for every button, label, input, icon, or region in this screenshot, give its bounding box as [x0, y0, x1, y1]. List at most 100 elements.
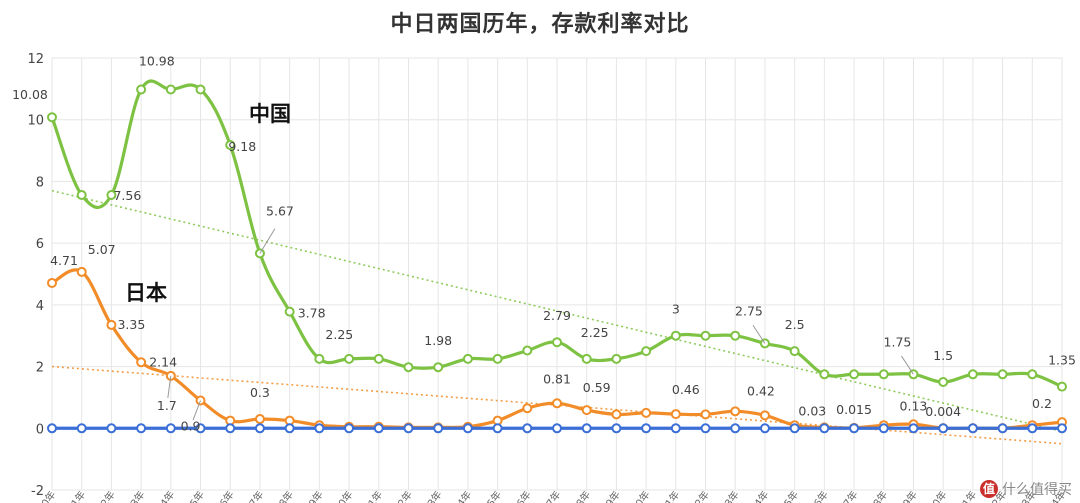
y-tick-label: 12 — [27, 52, 44, 67]
y-tick-label: 4 — [36, 299, 44, 314]
data-point — [700, 423, 711, 434]
data-point — [1057, 423, 1067, 434]
label-leader — [167, 375, 172, 398]
data-point — [106, 190, 117, 201]
data-point — [789, 423, 800, 434]
data-label: 7.56 — [113, 188, 141, 203]
data-point — [284, 423, 295, 434]
data-point — [492, 423, 503, 434]
data-label: 0.015 — [836, 402, 872, 417]
data-label: 3 — [672, 302, 680, 317]
data-point — [373, 353, 384, 364]
data-point — [849, 423, 860, 434]
data-point — [195, 84, 206, 95]
chart-title: 中日两国历年，存款利率对比 — [390, 12, 690, 37]
data-point — [344, 353, 355, 364]
watermark: 值什么值得买 — [980, 479, 1072, 499]
data-point — [759, 410, 770, 421]
watermark-logo-icon: 值 — [980, 480, 998, 498]
data-label: 9.18 — [228, 139, 256, 154]
data-point — [165, 423, 176, 434]
data-label: 5.07 — [88, 242, 116, 257]
data-label: 0.13 — [900, 398, 928, 413]
data-point — [581, 405, 592, 416]
data-point — [462, 423, 473, 434]
label-leader — [259, 228, 276, 254]
data-labels: 10.08 7.56 10.98 9.18 5.67 3.78 2.25 1.98 2.79 2.… — [12, 53, 1076, 433]
y-tick-label: -2 — [31, 484, 44, 499]
data-point — [225, 140, 236, 151]
data-point — [433, 362, 444, 373]
data-point — [611, 409, 622, 420]
data-point — [997, 369, 1008, 380]
label-leader — [901, 355, 914, 375]
data-point — [47, 277, 57, 288]
data-point — [670, 330, 681, 341]
data-label: 0.81 — [543, 371, 571, 386]
data-point — [878, 369, 889, 380]
data-label: 0.03 — [798, 403, 826, 418]
data-point — [819, 369, 830, 380]
y-tick-label: 2 — [36, 361, 44, 376]
data-point — [849, 369, 860, 380]
data-label: 2.25 — [581, 325, 609, 340]
data-point — [700, 409, 711, 420]
data-point — [254, 414, 265, 425]
data-point — [967, 369, 978, 380]
data-point — [373, 423, 384, 434]
data-point — [670, 409, 681, 420]
series-name-label: 日本 — [125, 281, 167, 305]
watermark-text: 什么值得买 — [1002, 482, 1072, 498]
y-tick-label: 6 — [36, 237, 44, 252]
data-point — [522, 403, 533, 414]
label-leader — [192, 400, 201, 421]
data-point — [254, 423, 265, 434]
y-tick-label: 0 — [36, 422, 44, 437]
data-label: 1.7 — [157, 398, 177, 413]
data-label: 4.71 — [50, 253, 78, 268]
data-label: 2.14 — [149, 354, 177, 369]
data-label: 0.2 — [1032, 396, 1052, 411]
data-point — [165, 84, 176, 95]
data-label: 0.3 — [250, 385, 270, 400]
data-point — [462, 353, 473, 364]
data-label: 1.35 — [1048, 353, 1076, 368]
data-point — [76, 423, 87, 434]
data-label: 10.08 — [12, 87, 48, 102]
series — [47, 79, 1067, 434]
data-label: 1.98 — [424, 333, 452, 348]
data-label: 10.98 — [139, 53, 175, 68]
data-point — [76, 190, 87, 201]
data-point — [195, 423, 206, 434]
data-point — [76, 266, 87, 277]
data-point — [1027, 423, 1038, 434]
data-point — [997, 423, 1008, 434]
data-point — [730, 330, 741, 341]
data-point — [789, 346, 800, 357]
data-label: 2.79 — [543, 308, 571, 323]
series-name-label: 中国 — [249, 102, 291, 126]
data-point — [641, 407, 652, 418]
data-point — [136, 423, 147, 434]
data-point — [314, 423, 325, 434]
trendline-0 — [51, 189, 1063, 433]
data-point — [136, 357, 147, 368]
data-point — [403, 362, 414, 373]
data-label: 0.46 — [672, 382, 700, 397]
data-point — [314, 353, 325, 364]
data-point — [492, 353, 503, 364]
data-label: 0.004 — [925, 404, 961, 419]
data-label: 2.75 — [735, 303, 763, 318]
data-point — [581, 353, 592, 364]
label-leader — [752, 324, 766, 344]
data-point — [344, 423, 355, 434]
data-point — [225, 423, 236, 434]
data-label: 0.9 — [181, 419, 201, 434]
data-point — [938, 377, 949, 387]
data-point — [433, 423, 444, 434]
y-tick-label: 8 — [36, 175, 44, 190]
data-label: 3.78 — [298, 306, 326, 321]
data-point — [878, 423, 889, 434]
data-point — [759, 423, 770, 434]
